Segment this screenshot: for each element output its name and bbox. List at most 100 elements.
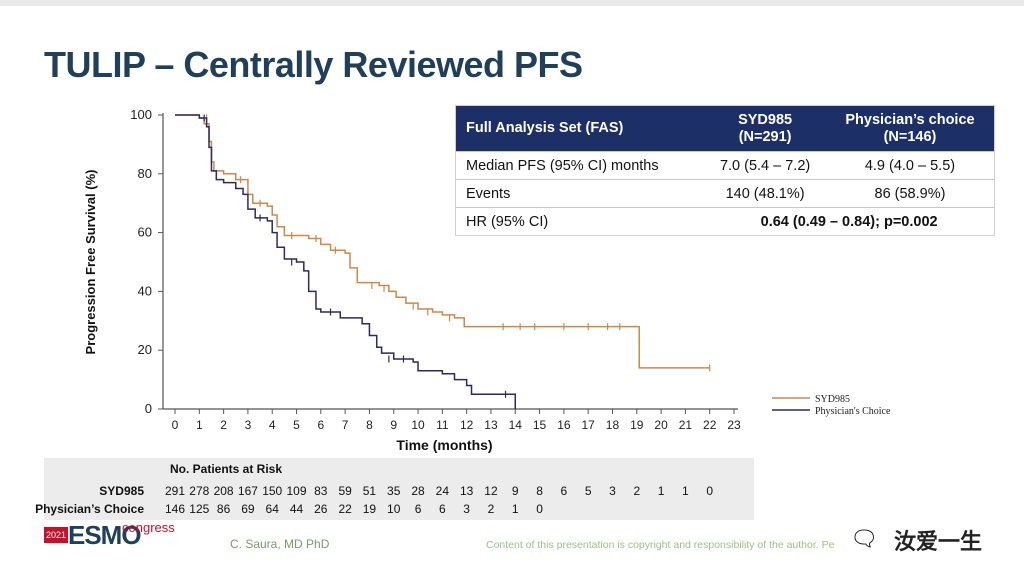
x-tick-label: 22 <box>703 418 717 432</box>
x-tick-label: 13 <box>484 418 498 432</box>
risk-count: 291 <box>164 484 186 498</box>
risk-count: 59 <box>338 484 352 498</box>
x-tick-label: 1 <box>196 418 203 432</box>
risk-count: 125 <box>189 502 210 516</box>
risk-count: 6 <box>414 502 422 516</box>
risk-count: 167 <box>237 484 258 498</box>
x-tick-label: 10 <box>411 418 425 432</box>
wechat-icon: 🗨 <box>850 526 878 551</box>
fas-cell-pc: 4.9 (4.0 – 5.5) <box>825 151 994 180</box>
risk-count: 13 <box>459 484 474 498</box>
risk-count: 12 <box>484 484 498 498</box>
risk-row-label: SYD985 <box>99 484 144 498</box>
top-bar <box>0 0 1024 6</box>
author-credit: C. Saura, MD PhD <box>230 537 330 551</box>
x-tick-label: 18 <box>606 418 620 432</box>
y-axis-title: Progression Free Survival (%) <box>83 170 98 355</box>
risk-count: 8 <box>536 484 543 498</box>
legend-label: SYD985 <box>815 394 850 405</box>
fas-cell-label: Median PFS (95% CI) months <box>456 151 705 180</box>
fas-row-events: Events 140 (48.1%) 86 (58.9%) <box>456 179 994 208</box>
km-curve-physicians-choice <box>175 114 517 409</box>
fas-cell-label: Events <box>456 179 705 208</box>
x-tick-label: 17 <box>581 418 595 432</box>
y-tick-label: 100 <box>130 107 152 122</box>
fas-header-3-text: Physician’s choice (N=146) <box>845 111 975 145</box>
y-tick-label: 20 <box>138 342 152 357</box>
x-tick-label: 20 <box>654 418 668 432</box>
y-tick-label: 80 <box>138 166 152 181</box>
fas-header-2: SYD985 (N=291) <box>704 106 826 152</box>
fas-header-3: Physician’s choice (N=146) <box>825 106 994 152</box>
fas-header-row: Full Analysis Set (FAS) SYD985 (N=291) P… <box>456 106 994 152</box>
risk-count: 146 <box>164 502 186 516</box>
x-tick-label: 7 <box>342 418 349 432</box>
risk-count: 26 <box>314 502 328 516</box>
y-tick-label: 40 <box>138 283 152 298</box>
fas-row-hr: HR (95% CI) 0.64 (0.49 – 0.84); p=0.002 <box>456 207 994 235</box>
slide-title: TULIP – Centrally Reviewed PFS <box>44 44 583 85</box>
risk-count: 1 <box>511 502 519 516</box>
risk-count: 69 <box>241 502 255 516</box>
risk-count: 19 <box>362 502 377 516</box>
risk-count: 35 <box>387 484 401 498</box>
x-tick-label: 16 <box>557 418 571 432</box>
risk-count: 0 <box>706 484 714 498</box>
x-tick-label: 12 <box>460 418 474 432</box>
fas-cell-pc: 86 (58.9%) <box>825 179 994 208</box>
x-tick-label: 3 <box>245 418 252 432</box>
watermark-backdrop <box>846 522 978 556</box>
x-tick-label: 23 <box>727 418 741 432</box>
fas-cell-syd: 7.0 (5.4 – 7.2) <box>704 151 826 180</box>
risk-count: 208 <box>213 484 234 498</box>
risk-count: 0 <box>536 502 543 516</box>
risk-count: 1 <box>682 484 689 498</box>
esmo-logo: ESMO <box>68 520 142 550</box>
fas-cell-label: HR (95% CI) <box>456 207 705 235</box>
x-tick-label: 21 <box>679 418 693 432</box>
fas-table: Full Analysis Set (FAS) SYD985 (N=291) P… <box>456 106 994 235</box>
copyright-text: Content of this presentation is copyrigh… <box>486 539 835 551</box>
x-axis-title: Time (months) <box>396 437 492 453</box>
risk-count: 9 <box>511 484 519 498</box>
x-tick-label: 11 <box>436 418 449 432</box>
copyright-notice: Content of this presentation is copyrigh… <box>486 539 834 551</box>
risk-count: 278 <box>189 484 210 498</box>
risk-count: 109 <box>286 484 307 498</box>
risk-count: 3 <box>609 484 616 498</box>
risk-count: 44 <box>289 502 304 516</box>
esmo-logo-congress: congress <box>122 520 175 535</box>
risk-count: 83 <box>314 484 328 498</box>
legend-label: Physician's Choice <box>815 406 891 417</box>
fas-cell-hr: 0.64 (0.49 – 0.84); p=0.002 <box>704 207 994 235</box>
y-tick-label: 60 <box>138 225 152 240</box>
x-tick-label: 8 <box>366 418 373 432</box>
risk-count: 6 <box>560 484 568 498</box>
x-tick-label: 15 <box>533 418 547 432</box>
risk-count: 5 <box>584 484 592 498</box>
fas-row-median: Median PFS (95% CI) months 7.0 (5.4 – 7.… <box>456 151 994 180</box>
x-tick-label: 14 <box>509 418 523 432</box>
x-tick-label: 19 <box>630 418 644 432</box>
risk-count: 24 <box>435 484 450 498</box>
risk-row-label: Physician’s Choice <box>35 502 144 516</box>
x-tick-label: 4 <box>269 418 276 432</box>
risk-count: 22 <box>338 502 352 516</box>
esmo-logo-year: 2021 <box>44 527 68 543</box>
risk-count: 51 <box>362 484 377 498</box>
km-curve-syd985 <box>175 114 710 369</box>
fas-header-2-text: SYD985 (N=291) <box>738 111 793 145</box>
risk-count: 150 <box>262 484 283 498</box>
risk-title: No. Patients at Risk <box>170 462 283 476</box>
risk-count: 2 <box>487 502 495 516</box>
x-tick-label: 5 <box>293 418 300 432</box>
y-tick-label: 0 <box>145 401 152 416</box>
x-tick-label: 6 <box>317 418 324 432</box>
risk-count: 10 <box>387 502 401 516</box>
watermark-text: 汝爱一生 <box>894 529 983 554</box>
risk-count: 64 <box>265 502 279 516</box>
fas-header-1: Full Analysis Set (FAS) <box>456 106 705 152</box>
x-tick-label: 0 <box>172 418 179 432</box>
fas-cell-syd: 140 (48.1%) <box>704 179 826 208</box>
